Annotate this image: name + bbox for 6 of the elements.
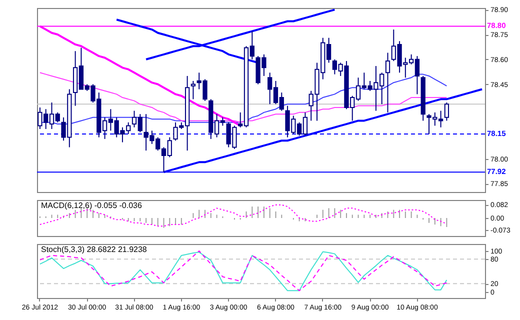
chart-title: Stoch(5,3,3) 28.6822 21.9238 [41,245,148,254]
line-series [39,204,448,227]
candlestick [444,102,450,122]
chart-title: MACD(6,12,6) -0.055 -0.036 [41,201,142,210]
candlestick [385,52,390,113]
candlestick [190,80,196,100]
